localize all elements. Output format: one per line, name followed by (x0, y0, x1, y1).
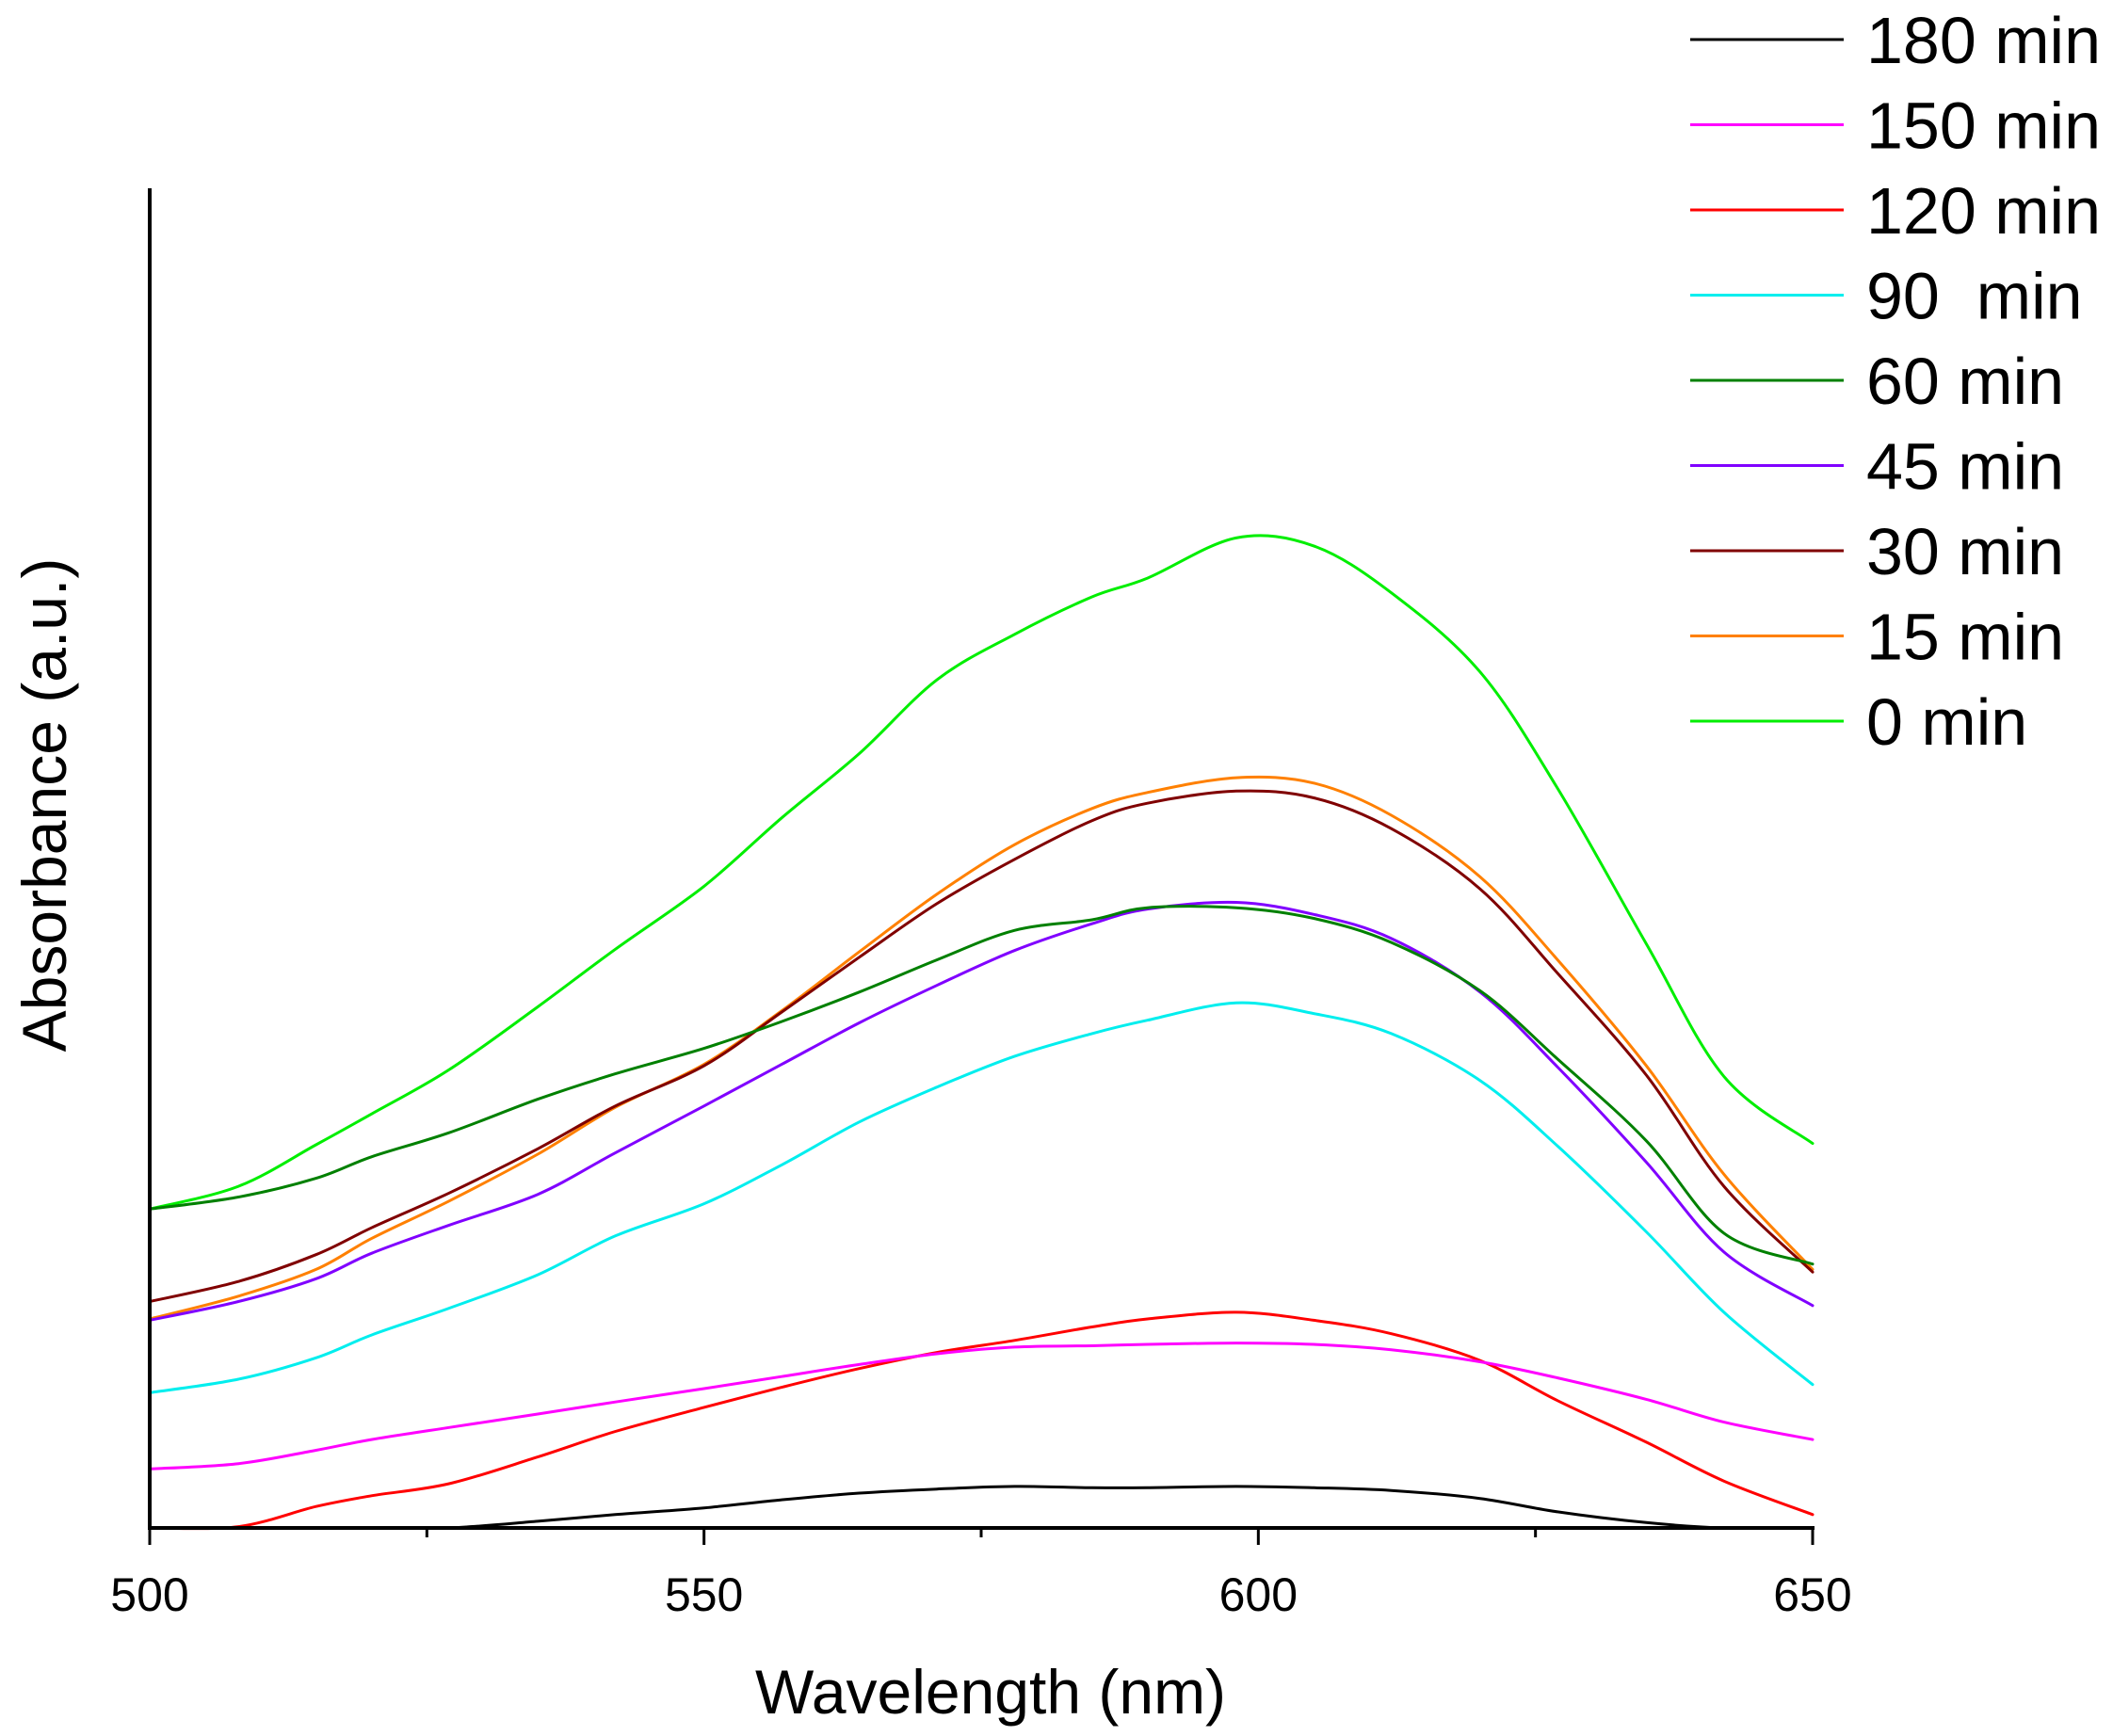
series-line-45-min (148, 900, 1815, 1322)
x-tick-label: 650 (1773, 1568, 1851, 1621)
series-line-120-min (148, 1310, 1815, 1531)
y-axis-title: Absorbance (a.u.) (9, 558, 79, 1053)
x-axis-title: Wavelength (nm) (755, 1657, 1226, 1727)
legend-label: 15 min (1866, 601, 2064, 674)
legend-label: 90 min (1866, 260, 2083, 333)
x-tick-labels: 500 550 600 650 (110, 1568, 1851, 1621)
series-line-15-min (148, 775, 1815, 1321)
x-tick-label: 550 (665, 1568, 743, 1621)
series-line-30-min (148, 789, 1815, 1303)
x-tick-label: 600 (1219, 1568, 1298, 1621)
series-line-0-min (148, 534, 1815, 1211)
legend-label: 45 min (1866, 430, 2064, 504)
plot-lines (148, 534, 1815, 1531)
series-line-150-min (148, 1342, 1815, 1471)
legend: 180 min 150 min 120 min 90 min 60 min 45 min 3… (1690, 4, 2101, 759)
legend-label: 0 min (1866, 685, 2027, 759)
series-line-60-min (148, 905, 1815, 1266)
legend-label: 120 min (1866, 174, 2101, 248)
legend-label: 150 min (1866, 89, 2101, 163)
legend-label: 60 min (1866, 345, 2064, 418)
x-ticks (148, 1528, 1815, 1545)
legend-label: 30 min (1866, 515, 2064, 588)
series-line-90-min (148, 1001, 1815, 1394)
legend-label: 180 min (1866, 4, 2101, 77)
x-tick-label: 500 (110, 1568, 188, 1621)
